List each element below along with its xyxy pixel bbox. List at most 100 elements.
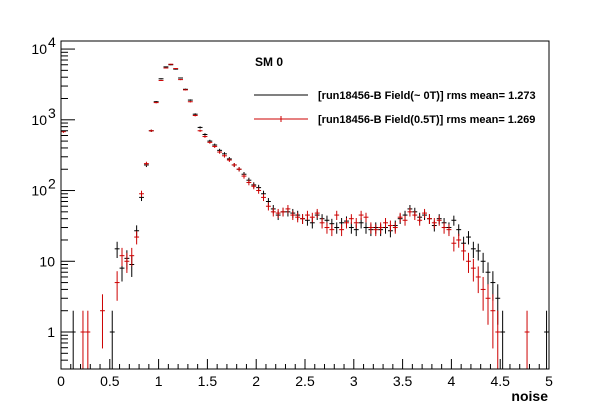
data-point (397, 212, 403, 223)
data-point (197, 129, 203, 132)
data-point (236, 167, 242, 172)
data-point (129, 247, 135, 267)
data-point (461, 243, 467, 261)
x-tick-label: 1.5 (198, 373, 218, 389)
data-point (480, 276, 486, 311)
data-point (285, 205, 291, 214)
y-tick-label: 10 (39, 253, 55, 269)
data-point (348, 214, 354, 224)
data-point (163, 67, 169, 69)
data-point (300, 214, 305, 224)
data-point (226, 158, 232, 162)
data-point (261, 194, 266, 202)
data-point (495, 310, 501, 369)
data-point (290, 210, 296, 221)
data-point (114, 241, 120, 258)
data-point (470, 241, 476, 258)
data-point (378, 222, 384, 234)
data-point (217, 150, 223, 154)
data-point (231, 162, 237, 168)
legend-label-0t: [run18456-B Field(~ 0T)] rms mean= 1.273 (318, 90, 536, 102)
data-point (441, 222, 447, 234)
data-point (334, 222, 340, 234)
data-point (358, 210, 364, 221)
data-point (168, 63, 174, 65)
data-point (383, 217, 388, 229)
data-point (500, 310, 506, 369)
data-point (187, 99, 193, 101)
data-point (431, 217, 437, 229)
data-point (353, 217, 359, 229)
data-point (466, 231, 471, 245)
data-point (173, 68, 179, 70)
data-point (207, 140, 213, 144)
data-point (100, 294, 105, 349)
data-point (524, 310, 530, 369)
data-point (485, 262, 491, 287)
data-point (251, 183, 257, 190)
data-point (348, 222, 354, 234)
data-point (407, 207, 413, 217)
x-tick-label: 3 (350, 373, 358, 389)
chart-title: SM 0 (255, 55, 283, 69)
data-point (392, 222, 398, 234)
data-point (139, 190, 144, 198)
data-point (480, 252, 486, 273)
data-point (387, 220, 393, 232)
data-point (178, 77, 183, 79)
legend-label-05t: [run18456-B Field(0.5T)] rms mean= 1.269 (318, 114, 535, 126)
x-tick-label: 5 (545, 373, 553, 389)
data-point (456, 233, 462, 248)
y-tick-label: 10 (31, 112, 47, 128)
x-tick-label: 2.5 (295, 373, 315, 389)
data-point (158, 79, 164, 81)
data-point (446, 224, 452, 237)
data-point (363, 212, 369, 223)
y-tick-exponent: 3 (48, 105, 56, 121)
x-tick-label: 4.5 (490, 373, 510, 389)
data-point (114, 271, 120, 301)
data-point (417, 215, 423, 226)
data-point (183, 89, 188, 91)
data-point (80, 310, 86, 369)
data-point (187, 101, 193, 103)
data-point (85, 310, 91, 369)
data-point (344, 217, 349, 229)
data-point (309, 212, 315, 223)
x-axis-title: noise (511, 388, 548, 404)
data-point (334, 210, 340, 221)
x-tick-label: 0.5 (100, 373, 120, 389)
data-point (295, 212, 301, 223)
data-point (109, 310, 115, 369)
data-point (475, 266, 481, 294)
data-point (373, 224, 379, 237)
data-point (265, 202, 271, 211)
data-point (368, 222, 374, 234)
data-point (470, 258, 476, 282)
data-point (256, 187, 262, 194)
data-point (270, 207, 276, 217)
data-point (544, 310, 549, 369)
data-point (241, 173, 247, 179)
data-point (451, 215, 457, 226)
y-tick-label: 10 (31, 183, 47, 199)
data-point (143, 161, 149, 166)
series-layer (61, 63, 549, 369)
data-point (329, 224, 335, 237)
legend: [run18456-B Field(~ 0T)] rms mean= 1.273… (254, 90, 536, 126)
data-point (246, 179, 252, 186)
data-point (490, 294, 496, 349)
data-point (158, 78, 164, 80)
data-point (197, 126, 203, 129)
data-point (153, 101, 159, 104)
x-tick-label: 4 (448, 373, 456, 389)
data-point (422, 208, 427, 218)
data-point (202, 135, 208, 138)
data-point (319, 217, 325, 229)
y-tick-label: 10 (31, 41, 47, 57)
data-point (163, 66, 169, 68)
data-point (451, 236, 457, 252)
data-point (222, 154, 227, 158)
